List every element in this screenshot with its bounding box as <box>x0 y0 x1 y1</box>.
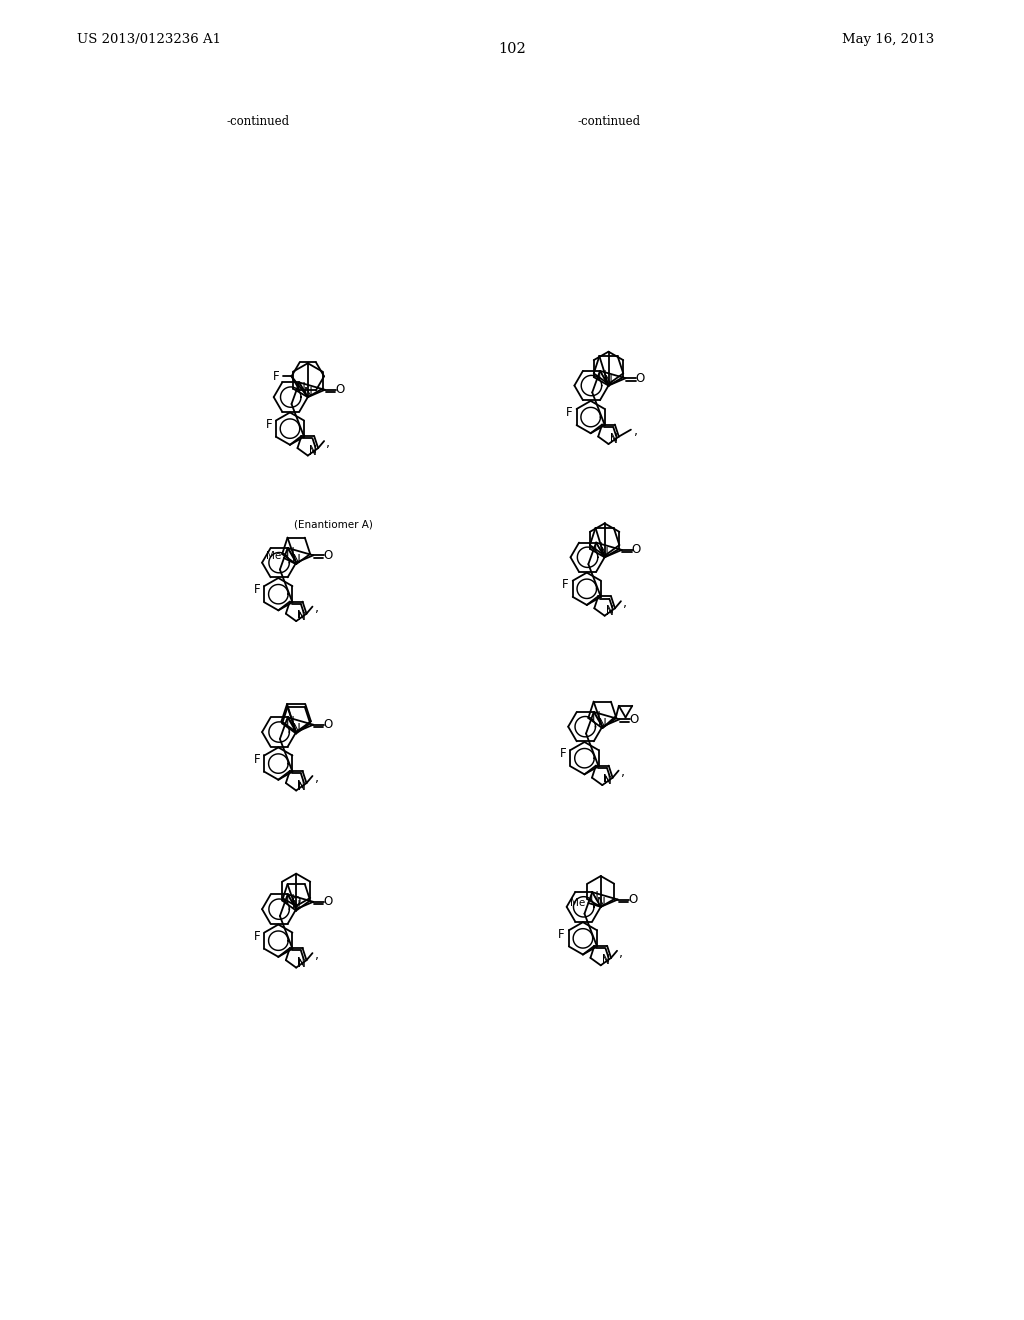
Text: (Enantiomer A): (Enantiomer A) <box>294 519 373 529</box>
Text: N: N <box>590 890 599 903</box>
Text: O: O <box>632 544 641 557</box>
Text: N: N <box>297 380 306 393</box>
Text: US 2013/0123236 A1: US 2013/0123236 A1 <box>77 33 221 46</box>
Text: O: O <box>292 895 301 908</box>
Text: O: O <box>335 383 344 396</box>
Text: N: N <box>596 896 605 908</box>
Text: N: N <box>309 445 316 454</box>
Text: N: N <box>297 610 305 620</box>
Text: N: N <box>309 446 317 457</box>
Text: N: N <box>594 541 603 553</box>
Text: N: N <box>604 375 613 388</box>
Text: O: O <box>324 718 333 731</box>
Text: O: O <box>630 713 639 726</box>
Text: ,: , <box>314 602 318 615</box>
Text: F: F <box>265 418 272 430</box>
Text: N: N <box>286 546 294 560</box>
Text: N: N <box>598 370 606 381</box>
Text: N: N <box>298 781 305 792</box>
Text: N: N <box>602 957 610 966</box>
Text: N: N <box>286 715 294 729</box>
Text: ,: , <box>621 767 625 779</box>
Text: F: F <box>562 578 568 591</box>
Text: N: N <box>303 385 312 399</box>
Text: N: N <box>292 722 301 735</box>
Text: O: O <box>636 372 645 384</box>
Text: N: N <box>604 776 611 787</box>
Text: O: O <box>324 895 333 908</box>
Text: F: F <box>566 407 572 420</box>
Text: Me: Me <box>266 550 282 561</box>
Text: N: N <box>610 436 617 445</box>
Text: N: N <box>297 780 305 789</box>
Text: ,: , <box>634 425 638 438</box>
Text: ,: , <box>624 597 628 610</box>
Text: Me: Me <box>570 898 586 908</box>
Text: N: N <box>598 717 606 730</box>
Text: N: N <box>603 775 611 784</box>
Text: N: N <box>600 546 609 560</box>
Text: F: F <box>560 747 566 760</box>
Text: N: N <box>292 899 301 912</box>
Text: F: F <box>254 583 260 597</box>
Text: -continued: -continued <box>578 115 641 128</box>
Text: ,: , <box>620 946 624 960</box>
Text: F: F <box>254 931 260 942</box>
Text: N: N <box>592 710 600 723</box>
Text: N: N <box>298 612 305 622</box>
Text: O: O <box>324 549 333 562</box>
Text: ,: , <box>314 949 318 962</box>
Text: ,: , <box>327 437 331 450</box>
Text: 102: 102 <box>498 42 526 57</box>
Text: F: F <box>558 928 565 941</box>
Text: N: N <box>606 607 614 616</box>
Text: N: N <box>298 958 305 969</box>
Text: F: F <box>272 370 280 383</box>
Text: N: N <box>605 605 613 615</box>
Text: N: N <box>609 433 617 444</box>
Text: N: N <box>602 954 609 965</box>
Text: F: F <box>254 752 260 766</box>
Text: N: N <box>297 957 305 966</box>
Text: O: O <box>628 894 637 906</box>
Text: ,: , <box>314 772 318 785</box>
Text: -continued: -continued <box>226 115 290 128</box>
Text: May 16, 2013: May 16, 2013 <box>842 33 934 46</box>
Text: N: N <box>292 553 301 566</box>
Text: N: N <box>286 892 294 906</box>
